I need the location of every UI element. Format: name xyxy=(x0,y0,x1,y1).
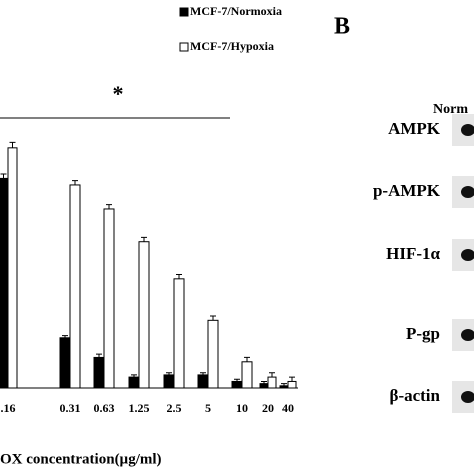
row-label: p-AMPK xyxy=(373,181,441,200)
blot-band xyxy=(461,186,474,198)
error-bar xyxy=(234,378,240,382)
blot-band xyxy=(461,124,474,136)
error-bar xyxy=(0,173,7,179)
error-bar xyxy=(141,236,147,242)
blot-band xyxy=(461,249,474,261)
blot-band xyxy=(461,329,474,341)
column-header: Norm xyxy=(433,102,468,117)
x-tick-label: 40 xyxy=(282,401,294,415)
bar xyxy=(69,184,81,389)
error-bar xyxy=(244,356,250,362)
legend-label: MCF-7/Hypoxia xyxy=(190,39,274,53)
significance-star: * xyxy=(113,81,124,106)
error-bar xyxy=(131,374,137,378)
bar xyxy=(231,380,243,389)
x-tick-label: 0.63 xyxy=(94,401,115,415)
x-tick-label: .16 xyxy=(1,401,16,415)
error-bar xyxy=(176,273,182,279)
bar xyxy=(207,319,219,389)
error-bar xyxy=(289,376,295,382)
bar xyxy=(287,380,297,389)
panel-label: B xyxy=(334,14,350,40)
bar xyxy=(138,241,150,389)
error-bar xyxy=(200,372,206,375)
error-bar xyxy=(9,141,16,148)
row-label: HIF-1α xyxy=(386,244,440,263)
bar xyxy=(197,374,209,389)
error-bar xyxy=(269,372,275,378)
bar xyxy=(7,147,18,389)
bar xyxy=(103,208,115,389)
bar xyxy=(173,278,185,389)
bar xyxy=(93,356,105,389)
row-label: AMPK xyxy=(388,119,441,138)
x-axis-title: OX concentration(µg/ml) xyxy=(0,451,162,467)
x-tick-label: 2.5 xyxy=(167,401,182,415)
x-tick-label: 1.25 xyxy=(129,401,150,415)
error-bar xyxy=(72,180,78,185)
bar xyxy=(163,374,175,389)
legend-label: MCF-7/Normoxia xyxy=(190,4,282,18)
bar xyxy=(259,383,269,389)
blot-band xyxy=(461,391,474,403)
x-tick-label: 0.31 xyxy=(60,401,81,415)
error-bar xyxy=(210,315,216,321)
row-label: P-gp xyxy=(406,324,440,343)
x-tick-label: 10 xyxy=(236,401,248,415)
bar xyxy=(59,337,71,389)
bar xyxy=(241,361,253,389)
row-label: β-actin xyxy=(389,386,440,405)
error-bar xyxy=(166,372,172,375)
bar xyxy=(0,177,9,389)
bar xyxy=(267,376,277,389)
x-tick-label: 20 xyxy=(262,401,274,415)
legend-swatch xyxy=(179,42,189,52)
error-bar xyxy=(261,380,267,384)
error-bar xyxy=(62,335,68,338)
bar xyxy=(128,376,140,389)
error-bar xyxy=(106,204,112,209)
legend-swatch xyxy=(179,7,189,17)
bar xyxy=(279,385,289,389)
error-bar xyxy=(281,383,287,386)
x-tick-label: 5 xyxy=(205,401,211,415)
error-bar xyxy=(96,353,102,358)
